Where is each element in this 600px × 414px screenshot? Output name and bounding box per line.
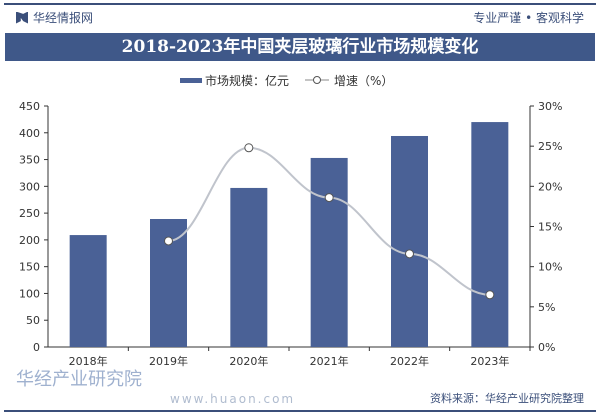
right-tick-label: 10% bbox=[538, 261, 562, 274]
left-tick-label: 350 bbox=[19, 154, 40, 167]
legend-line-label: 增速（%） bbox=[334, 74, 393, 88]
left-tick-label: 50 bbox=[26, 314, 40, 327]
right-tick-label: 5% bbox=[538, 301, 555, 314]
logo-icon bbox=[16, 11, 28, 24]
growth-point bbox=[324, 193, 334, 203]
source-note: 资料来源：华经产业研究院整理 bbox=[430, 392, 584, 405]
legend-bar-swatch bbox=[180, 78, 202, 83]
legend-bar-label: 市场规模：亿元 bbox=[205, 73, 289, 88]
x-tick-label: 2021年 bbox=[310, 354, 349, 368]
growth-point bbox=[244, 143, 254, 153]
bar-2022年 bbox=[391, 135, 428, 347]
right-tick-label: 25% bbox=[538, 140, 562, 153]
left-tick-label: 200 bbox=[19, 234, 40, 247]
x-tick-label: 2023年 bbox=[470, 354, 509, 368]
bar-2023年 bbox=[471, 122, 509, 347]
left-tick-label: 100 bbox=[19, 287, 40, 300]
top-border bbox=[4, 3, 596, 5]
growth-point bbox=[485, 290, 495, 300]
right-tick-label: 0% bbox=[538, 341, 555, 354]
left-tick-label: 450 bbox=[19, 100, 40, 113]
watermark-url: www.huaon.com bbox=[170, 392, 296, 406]
x-tick-label: 2018年 bbox=[69, 354, 108, 368]
left-tick-label: 150 bbox=[19, 261, 40, 274]
growth-point bbox=[405, 249, 414, 259]
bar-2020年 bbox=[230, 187, 268, 347]
bar-2021年 bbox=[310, 157, 348, 347]
watermark: 华经产业研究院 bbox=[16, 369, 142, 390]
slogan: 专业严谨 • 客观科学 bbox=[473, 11, 584, 25]
brand: 华经情报网 bbox=[16, 9, 93, 26]
growth-point bbox=[164, 236, 173, 246]
right-tick-label: 20% bbox=[538, 180, 562, 193]
bottom-border bbox=[4, 410, 596, 412]
x-tick-label: 2019年 bbox=[149, 354, 188, 368]
left-tick-label: 250 bbox=[19, 207, 40, 220]
left-tick-label: 400 bbox=[19, 127, 40, 140]
x-tick-label: 2022年 bbox=[390, 354, 429, 368]
right-tick-label: 15% bbox=[538, 221, 562, 234]
legend-line-marker bbox=[313, 76, 321, 84]
left-tick-label: 300 bbox=[19, 180, 40, 193]
chart-title: 2018-2023年中国夹层玻璃行业市场规模变化 bbox=[5, 33, 595, 61]
x-tick-label: 2020年 bbox=[229, 354, 268, 368]
brand-name: 华经情报网 bbox=[33, 11, 94, 25]
right-tick-label: 30% bbox=[538, 100, 562, 113]
left-tick-label: 0 bbox=[33, 341, 40, 354]
bar-2018年 bbox=[69, 235, 107, 347]
